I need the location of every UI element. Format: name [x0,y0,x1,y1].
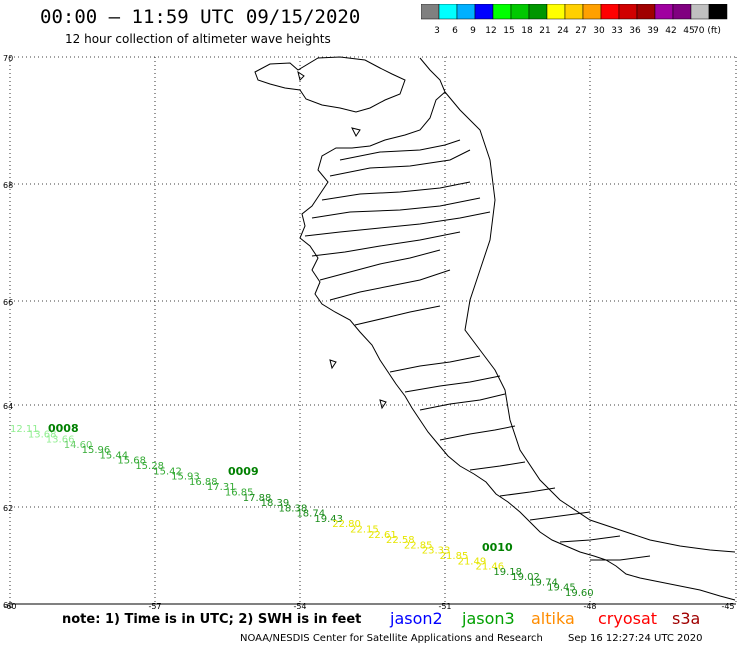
wave-height-value: 12.11 [10,424,39,435]
wave-height-value: 13.68 [28,429,57,440]
legend-label: 33 [611,26,622,36]
legend-label: 30 [593,26,605,36]
wave-height-value: 19.18 [493,567,522,578]
wave-height-value: 18.39 [261,498,290,509]
greenland-coastline [254,56,736,601]
latitude-label: 60 [3,601,13,610]
pass-id-label: 0010 [482,541,513,554]
wave-height-value: 23.33 [422,546,451,557]
legend-label: 45 [683,26,694,36]
latitude-label: 62 [3,504,13,513]
wave-height-value: 22.58 [386,535,415,546]
wave-height-value: 22.80 [332,519,361,530]
legend-label: 18 [521,26,533,36]
longitude-label: -60 [3,602,16,611]
satellite-label-altika: altika [531,609,575,628]
wave-height-value: 15.42 [153,466,182,477]
altimeter-tracks: 12.1113.6813.6614.6015.9615.4415.6815.28… [10,422,594,599]
latitude-label: 68 [3,181,13,190]
longitude-label: -51 [438,602,451,611]
pass-id-label: 0009 [228,465,259,478]
longitude-label: -57 [148,602,161,611]
wave-height-value: 19.45 [547,583,576,594]
legend-label: 21 [539,26,550,36]
wave-height-value: 22.15 [350,525,379,536]
map-subtitle: 12 hour collection of altimeter wave hei… [65,32,331,46]
map-grid [9,56,737,605]
wave-height-value: 15.44 [100,450,129,461]
wave-height-value: 15.93 [171,472,200,483]
wave-height-value: 22.85 [404,540,433,551]
ice-cap-outline [254,56,406,113]
wave-height-value: 19.74 [529,577,558,588]
wave-height-value: 15.96 [82,445,111,456]
wave-height-value: 13.66 [46,435,75,446]
longitude-label: -54 [293,602,306,611]
satellite-label-jason3: jason3 [462,609,515,628]
wave-height-value: 22.61 [368,530,397,541]
axis-labels: 70 68 66 64 62 60-60 -57 -54 -51 -48 -45 [3,54,735,611]
legend-label: 12 [485,26,496,36]
legend-label: 27 [575,26,586,36]
footer-timestamp: Sep 16 12:27:24 UTC 2020 [568,633,703,644]
legend-label: 15 [503,26,514,36]
west-coastline [299,57,736,601]
legend-swatch [708,4,728,20]
legend-label: 3 [434,26,440,36]
wave-height-value: 15.68 [117,456,146,467]
wave-height-value: 17.31 [207,482,236,493]
wave-height-value: 18.74 [296,509,325,520]
wave-height-value: 21.46 [475,562,504,573]
legend-label: 42 [665,26,676,36]
wave-height-value: 16.88 [189,477,218,488]
legend-label: 9 [470,26,476,36]
legend-label: 24 [557,26,569,36]
satellite-label-jason2: jason2 [390,609,443,628]
wave-height-value: 21.85 [440,551,469,562]
legend-label: 70 (ft) [693,26,721,36]
wave-height-value: 15.28 [135,461,164,472]
wave-height-value: 19.43 [314,514,343,525]
legend-label: 6 [452,26,458,36]
latitude-label: 66 [3,298,13,307]
wave-height-value: 18.38 [279,503,308,514]
wave-height-value: 16.85 [225,487,254,498]
pass-id-label: 0008 [48,422,79,435]
longitude-label: -45 [721,602,734,611]
satellite-label-s3a: s3a [672,609,701,628]
wave-height-value: 19.02 [511,572,540,583]
wave-height-value: 17.88 [243,493,272,504]
wave-height-value: 21.49 [458,556,487,567]
note-text: note: 1) Time is in UTC; 2) SWH is in fe… [62,612,362,627]
footer-credit: NOAA/NESDIS Center for Satellite Applica… [240,633,543,644]
wave-height-value: 19.60 [565,588,594,599]
longitude-label: -48 [583,602,596,611]
satellite-label-cryosat: cryosat [598,609,658,628]
latitude-label: 70 [3,54,13,63]
wave-height-value: 14.60 [64,440,93,451]
legend-label: 36 [629,26,641,36]
map-title: 00:00 – 11:59 UTC 09/15/2020 [40,6,361,28]
legend-label: 39 [647,26,659,36]
latitude-label: 64 [3,402,13,411]
